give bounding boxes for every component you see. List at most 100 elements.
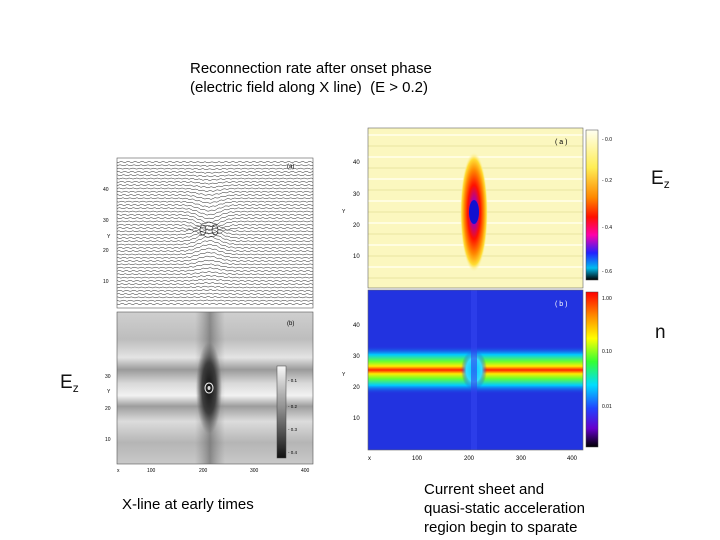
left-colorbar	[276, 365, 287, 459]
left-panel-b-label: (b)	[287, 321, 294, 327]
field-line	[116, 220, 314, 231]
right-panel-b-y-label: Y	[342, 372, 346, 378]
left-panel-a-ytick-2: 30	[103, 218, 109, 224]
right-colorbar-b	[585, 291, 599, 448]
left-panel-a-y-label: Y	[107, 234, 111, 240]
field-line	[116, 227, 314, 238]
right-panel-a-ytick-1: 40	[353, 160, 360, 166]
left-panel-b-ytick-1: 30	[105, 374, 111, 380]
left-panel-b-xtick-4: 400	[301, 468, 310, 474]
field-line	[116, 177, 314, 181]
left-caption: X-line at early times	[122, 496, 254, 513]
field-line	[116, 243, 314, 253]
field-line	[116, 174, 314, 178]
left-panel-b-ytick-2: 20	[105, 406, 111, 412]
left-colorbar-tick-2: - 0.2	[288, 404, 298, 409]
right-colorbar-a-tick-3: - 0.4	[602, 225, 612, 231]
ez-label-right: Ez	[651, 168, 670, 191]
left-panel-b-ytick-3: 10	[105, 437, 111, 443]
field-line	[116, 232, 314, 243]
right-panel-b-ytick-3: 20	[353, 385, 360, 391]
field-line	[116, 161, 314, 164]
field-line	[116, 285, 314, 289]
field-line	[116, 275, 314, 279]
right-panel-b-x-label: x	[368, 456, 371, 462]
right-colorbar-b-tick-1: 1.00	[602, 296, 612, 302]
left-panel-a-label: (a)	[287, 164, 294, 170]
ez-label-left: Ez	[60, 372, 79, 395]
field-line	[116, 228, 314, 239]
field-line	[116, 197, 314, 204]
left-panel-b-xtick-2: 200	[199, 468, 208, 474]
field-line	[116, 289, 314, 292]
field-line	[116, 210, 314, 220]
left-panel-a-ytick-3: 20	[103, 248, 109, 254]
field-line	[116, 259, 314, 266]
field-line	[116, 164, 314, 167]
right-panel-a-ytick-4: 10	[353, 254, 360, 260]
background-streak	[368, 145, 583, 147]
background-streak	[368, 134, 583, 136]
right-colorbar-a-tick-2: - 0.2	[602, 178, 612, 184]
field-line	[116, 167, 314, 171]
right-panel-b-xtick-2: 200	[464, 456, 475, 462]
right-caption-line3: region begin to sparate	[424, 519, 578, 536]
field-line	[116, 213, 314, 224]
field-line	[117, 247, 314, 256]
left-colorbar-tick-3: - 0.3	[288, 427, 298, 432]
right-panel-b-xtick-1: 100	[412, 456, 423, 462]
field-line	[116, 302, 314, 305]
field-line	[116, 187, 314, 192]
field-line	[116, 267, 314, 272]
left-panel-a-field-lines	[116, 161, 314, 305]
field-line	[116, 207, 314, 216]
field-line	[116, 271, 314, 276]
field-line	[116, 296, 314, 299]
field-line	[116, 224, 314, 236]
field-line	[116, 251, 314, 259]
field-line	[116, 184, 314, 189]
right-caption-line2: quasi-static acceleration	[424, 500, 585, 517]
left-panel-b-y-label: Y	[107, 389, 111, 395]
right-panel-a-ytick-3: 20	[353, 223, 360, 229]
left-panel-a-ytick-4: 10	[103, 279, 109, 285]
left-panel-a-frame	[116, 157, 314, 309]
field-line	[116, 239, 314, 249]
left-colorbar-tick-4: - 0.4	[288, 450, 298, 455]
right-panel-b-ytick-1: 40	[353, 323, 360, 329]
slide-title-line1: Reconnection rate after onset phase	[190, 60, 432, 77]
field-line	[116, 217, 314, 227]
left-figure: (a) Y 40 30 20 10 (b) Y 30 20 10 x 100 2…	[103, 157, 314, 474]
field-line	[116, 221, 314, 233]
field-line	[116, 204, 314, 212]
right-colorbar-b-tick-2: 0.10	[602, 349, 612, 355]
right-panel-b-ytick-2: 30	[353, 354, 360, 360]
right-panel-a-ytick-2: 30	[353, 192, 360, 198]
slide-title-line2: (electric field along X line) (E > 0.2)	[190, 79, 429, 96]
right-colorbar-b-tick-3: 0.01	[602, 404, 612, 410]
right-panel-b-xtick-3: 300	[516, 456, 527, 462]
right-panel-b-image	[368, 290, 583, 450]
right-colorbar-a-tick-4: - 0.6	[602, 269, 612, 275]
left-panel-b-xtick-1: 100	[147, 468, 156, 474]
right-colorbar-a-tick-1: - 0.0	[602, 137, 612, 143]
field-line	[116, 278, 314, 282]
field-line	[116, 190, 314, 196]
right-figure: ( a ) Y 40 30 20 10 - 0.0 - 0.2 - 0.4 - …	[342, 127, 612, 462]
field-line	[116, 236, 314, 246]
left-colorbar-tick-1: - 0.1	[288, 378, 298, 383]
right-panel-b-ytick-4: 10	[353, 416, 360, 422]
left-panel-b-x-label: x	[117, 468, 120, 474]
field-line	[116, 223, 314, 235]
field-line	[116, 299, 314, 302]
right-caption-line1: Current sheet and	[424, 481, 545, 498]
right-panel-a-image	[368, 128, 583, 288]
x-point-loop	[211, 224, 219, 236]
field-line	[116, 282, 314, 286]
right-panel-b-label: ( b )	[555, 301, 567, 308]
field-line	[116, 194, 314, 200]
left-panel-b-xtick-3: 300	[250, 468, 259, 474]
right-panel-a-label: ( a )	[555, 139, 567, 146]
field-line	[116, 200, 314, 208]
right-panel-a-y-label: Y	[342, 209, 346, 215]
